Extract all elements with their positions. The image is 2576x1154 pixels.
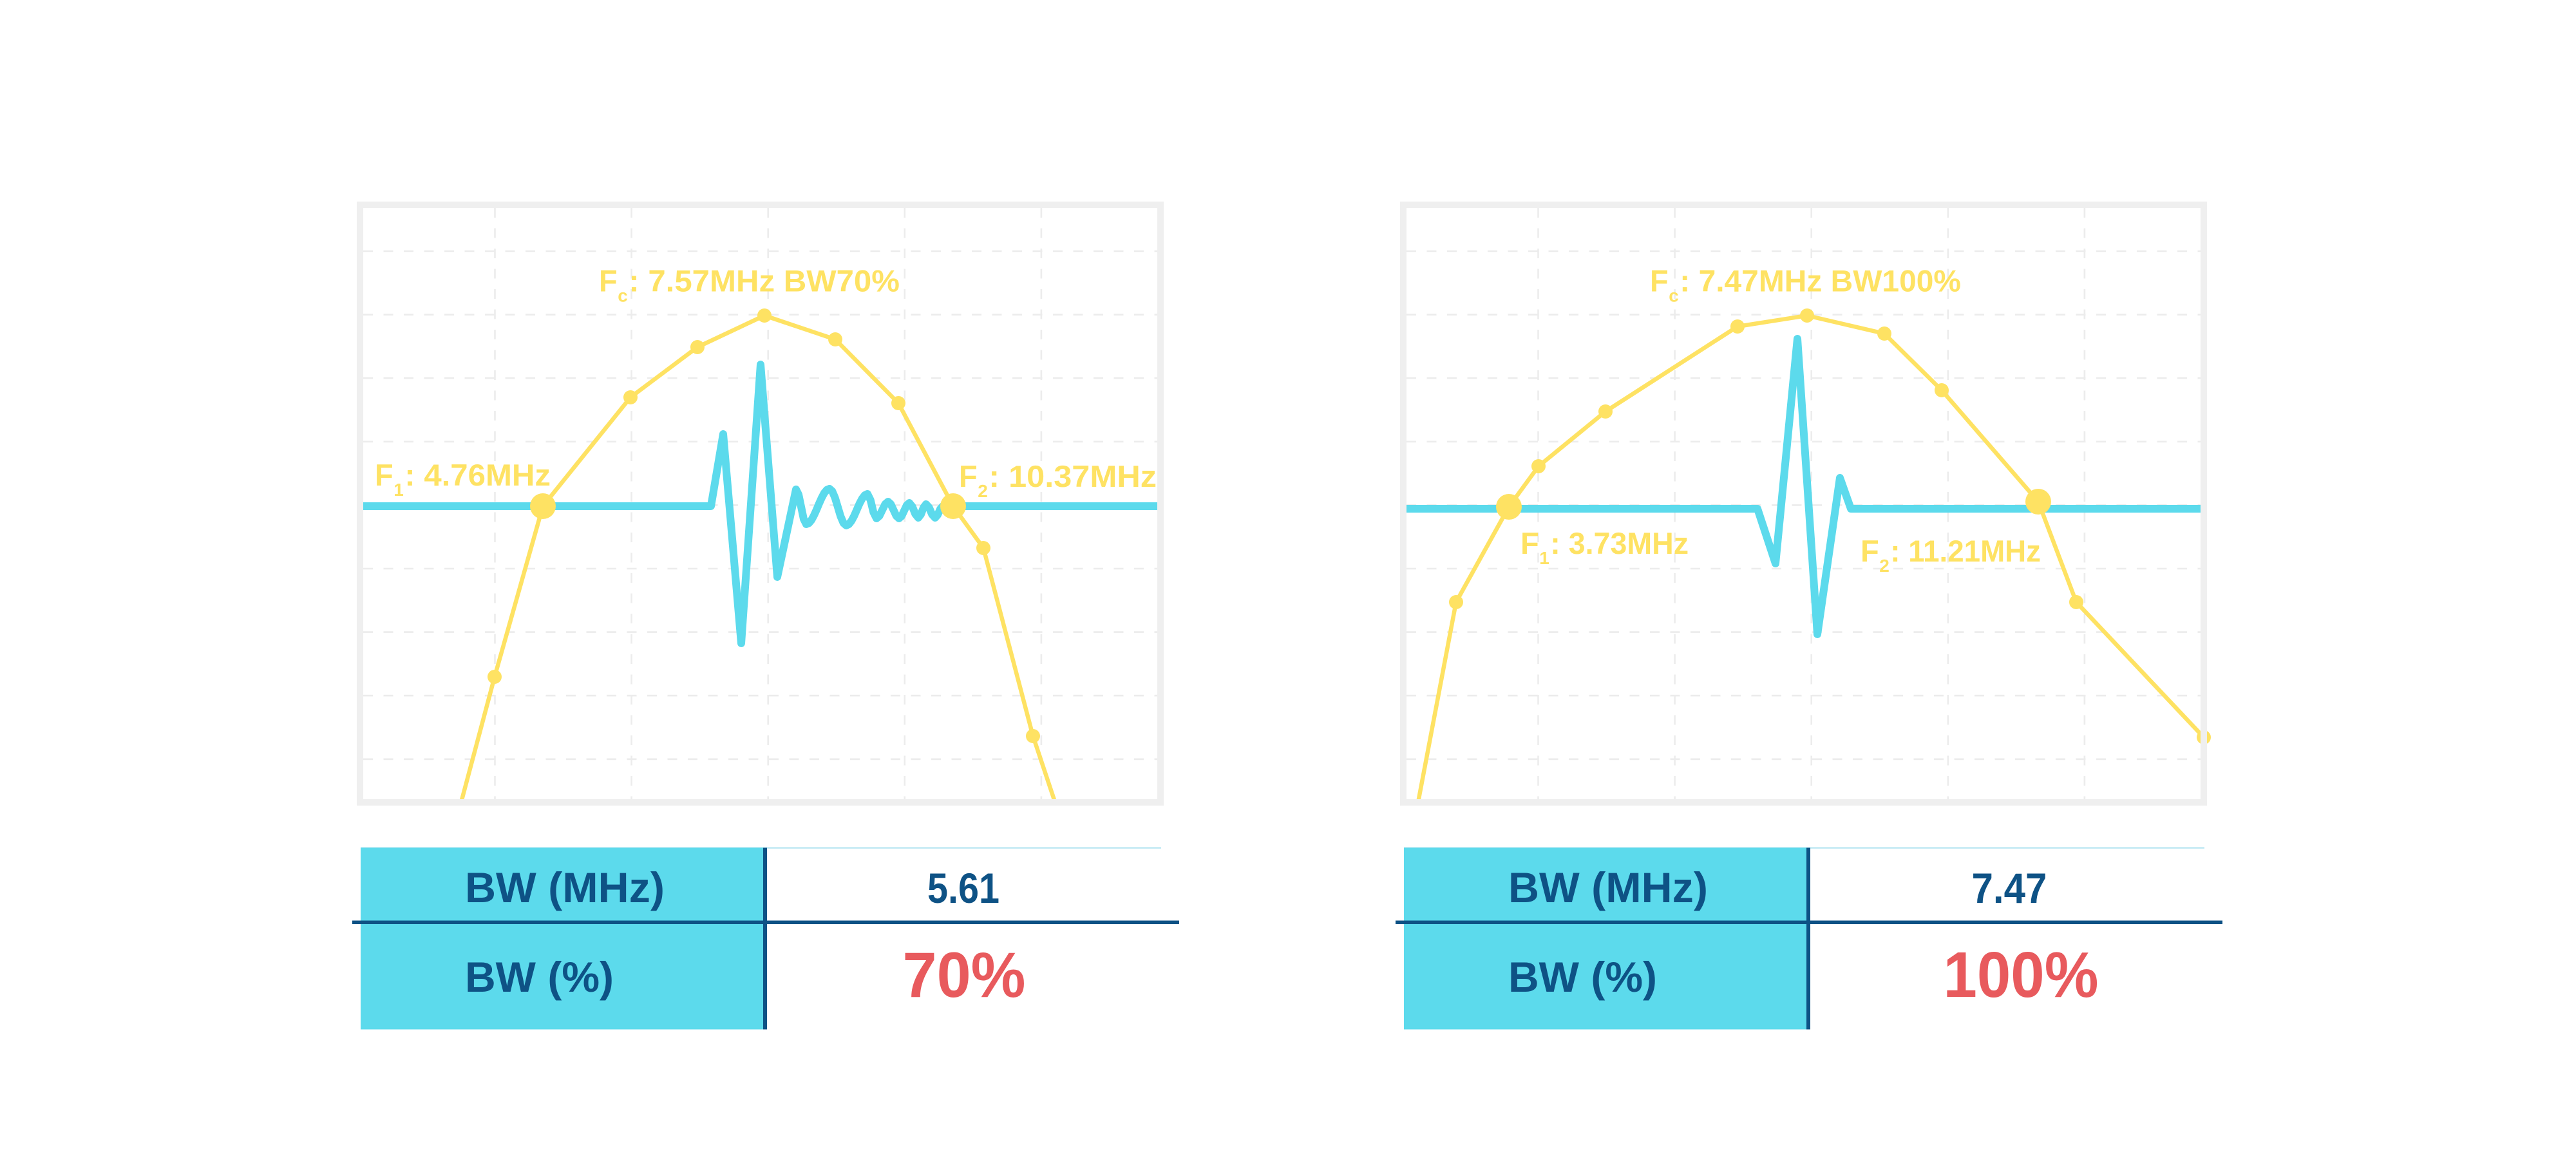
- svg-text:100%: 100%: [1944, 939, 2099, 1011]
- svg-text:F: F: [1650, 264, 1669, 298]
- svg-text:1: 1: [1539, 548, 1549, 568]
- svg-text:2: 2: [1879, 556, 1889, 576]
- svg-text:F: F: [599, 264, 618, 298]
- svg-text:: 7.47MHz BW100%: : 7.47MHz BW100%: [1680, 264, 1961, 298]
- svg-text:2: 2: [978, 481, 988, 501]
- svg-text:BW (%): BW (%): [465, 953, 614, 1001]
- svg-text:70%: 70%: [903, 939, 1026, 1010]
- svg-text:F: F: [1861, 534, 1879, 568]
- svg-text:1: 1: [393, 480, 404, 500]
- svg-text:5.61: 5.61: [927, 864, 999, 912]
- svg-text:: 11.21MHz: : 11.21MHz: [1890, 534, 2041, 568]
- svg-text:BW (MHz): BW (MHz): [465, 864, 665, 911]
- svg-text:: 4.76MHz: : 4.76MHz: [404, 458, 551, 492]
- svg-text:F: F: [959, 459, 978, 493]
- svg-text:BW (MHz): BW (MHz): [1508, 864, 1708, 911]
- svg-text:F: F: [375, 458, 393, 492]
- svg-text:7.47: 7.47: [1972, 864, 2047, 912]
- svg-text:: 7.57MHz BW70%: : 7.57MHz BW70%: [629, 264, 900, 298]
- svg-text:F: F: [1520, 526, 1539, 560]
- svg-text:: 10.37MHz: : 10.37MHz: [989, 459, 1157, 493]
- svg-text:: 3.73MHz: : 3.73MHz: [1550, 526, 1689, 560]
- svg-text:c: c: [618, 286, 628, 306]
- svg-text:c: c: [1669, 286, 1679, 306]
- svg-text:BW (%): BW (%): [1508, 953, 1657, 1001]
